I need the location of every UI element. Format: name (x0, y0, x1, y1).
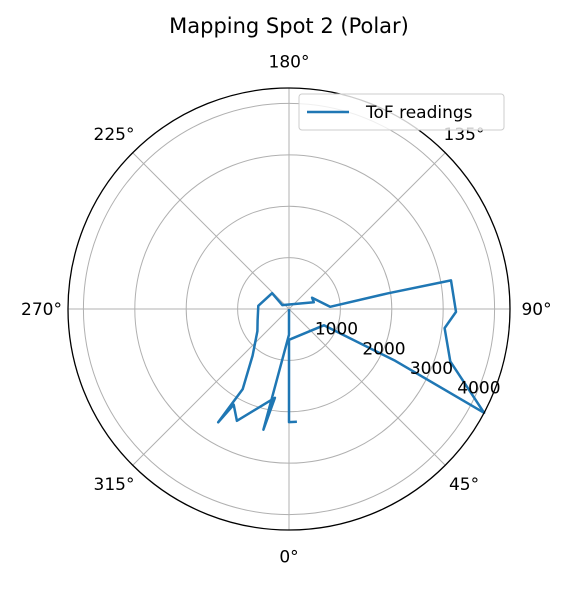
theta-tick-label-0: 0° (279, 548, 298, 568)
theta-tick-label-315: 315° (94, 475, 135, 495)
theta-tick-label-225: 225° (94, 125, 135, 145)
r-tick-label-1000: 1000 (315, 320, 358, 340)
legend-label-tof-readings: ToF readings (365, 103, 473, 123)
r-tick-label-4000: 4000 (457, 379, 500, 399)
theta-tick-label-90: 90° (521, 300, 551, 320)
chart-title: Mapping Spot 2 (Polar) (169, 14, 409, 38)
theta-gridline-135 (288, 152, 446, 310)
theta-tick-label-270: 270° (21, 300, 62, 320)
theta-tick-label-180: 180° (269, 52, 310, 72)
legend: ToF readings (298, 93, 505, 131)
theta-gridline-225 (132, 152, 290, 310)
r-tick-label-3000: 3000 (410, 359, 453, 379)
theta-tick-label-45: 45° (449, 475, 479, 495)
tick-labels: 0°45°90°135°180°225°270°315°100020003000… (21, 52, 552, 567)
theta-gridline-315 (132, 308, 290, 466)
series-line-tof-readings (216, 279, 486, 431)
legend-box (298, 93, 505, 131)
series-layer (216, 279, 486, 431)
polar-frame (67, 87, 511, 531)
theta-gridline-45 (288, 308, 446, 466)
r-tick-label-2000: 2000 (362, 339, 405, 359)
